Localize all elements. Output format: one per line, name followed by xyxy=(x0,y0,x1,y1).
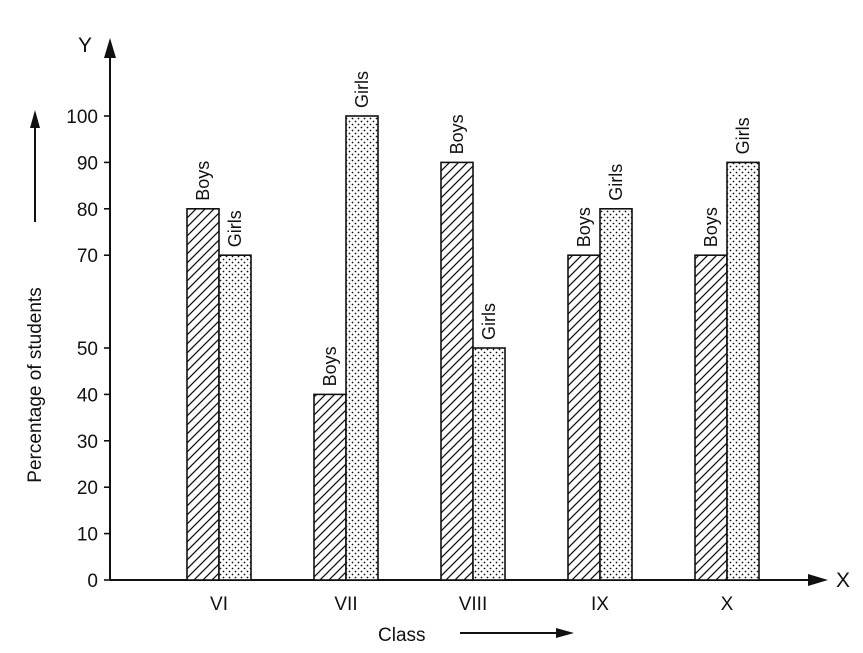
y-axis-arrow xyxy=(104,38,116,58)
category-label-vii: VII xyxy=(334,594,357,615)
bar-label-boys-vi: Boys xyxy=(193,161,213,201)
y-axis-title-group: Percentage of students xyxy=(25,110,46,483)
x-axis-title-group: Class xyxy=(378,625,574,646)
bar-labels: Boys Girls Boys Girls Boys Girls Boys Girls Boys… xyxy=(193,71,753,386)
bar-girls-ix xyxy=(599,208,633,581)
bar-label-girls-vi: Girls xyxy=(225,210,245,247)
category-label-vi: VI xyxy=(210,594,228,615)
bar-girls-vi xyxy=(218,254,252,581)
y-tick-label: 90 xyxy=(77,153,98,174)
bar-label-girls-ix: Girls xyxy=(606,164,626,201)
bar-boys-ix xyxy=(567,254,601,581)
bar-girls-x xyxy=(726,161,760,581)
y-tick-label: 50 xyxy=(77,339,98,360)
y-axis-letter: Y xyxy=(78,34,92,57)
bar-label-girls-viii: Girls xyxy=(479,303,499,340)
bar-label-boys-x: Boys xyxy=(701,207,721,247)
y-tick-label: 80 xyxy=(77,200,98,221)
bar-label-boys-vii: Boys xyxy=(320,346,340,386)
category-labels: VI VII VIII IX X xyxy=(210,594,734,615)
x-axis-title: Class xyxy=(378,625,426,646)
bar-boys-vii xyxy=(313,393,347,581)
bar-girls-vii xyxy=(345,115,379,581)
y-tick-label: 10 xyxy=(77,525,98,546)
category-label-ix: IX xyxy=(591,594,609,615)
bar-boys-vi xyxy=(186,208,220,581)
x-title-arrow-head xyxy=(556,628,574,638)
bars xyxy=(186,115,760,581)
bar-boys-viii xyxy=(440,161,474,581)
y-tick-label: 20 xyxy=(77,478,98,499)
bar-label-boys-viii: Boys xyxy=(447,114,467,154)
bar-label-girls-vii: Girls xyxy=(352,71,372,108)
y-tick-label: 100 xyxy=(66,107,98,128)
category-label-viii: VIII xyxy=(459,594,488,615)
category-label-x: X xyxy=(721,594,734,615)
y-title-arrow-head xyxy=(30,110,40,128)
y-tick-label: 30 xyxy=(77,432,98,453)
y-tick-label: 70 xyxy=(77,246,98,267)
bar-label-boys-ix: Boys xyxy=(574,207,594,247)
x-axis-arrow xyxy=(808,574,828,586)
y-axis-title: Percentage of students xyxy=(25,287,46,482)
y-tick-label: 0 xyxy=(87,571,98,592)
y-ticks: 0 10 20 30 40 50 70 80 90 100 xyxy=(66,107,110,592)
bar-boys-x xyxy=(694,254,728,581)
bar-label-girls-x: Girls xyxy=(733,117,753,154)
bar-girls-viii xyxy=(472,347,506,581)
y-tick-label: 40 xyxy=(77,385,98,406)
x-axis-letter: X xyxy=(836,569,850,592)
